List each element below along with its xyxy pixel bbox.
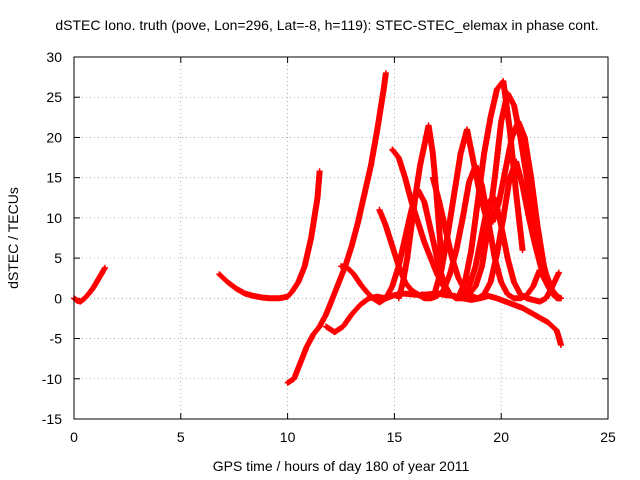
series-10	[429, 158, 564, 302]
plot-frame	[73, 56, 609, 420]
chart-title: dSTEC Iono. truth (pove, Lon=296, Lat=-8…	[55, 17, 598, 33]
x-tick-labels: 0 5 10 15 20 25	[70, 429, 616, 445]
y-tick-label: 30	[46, 49, 62, 65]
y-tick-label: 15	[46, 170, 62, 186]
x-tick-label: 0	[70, 429, 78, 445]
series-markers	[284, 70, 389, 386]
y-tick-labels: -15 -10 -5 0 5 10 15 20 25 30	[42, 49, 62, 427]
x-tick-label: 15	[387, 429, 403, 445]
y-axis-label: dSTEC / TECUs	[5, 187, 21, 289]
x-axis-label: GPS time / hours of day 180 of year 2011	[213, 458, 470, 474]
x-tick-label: 5	[177, 429, 185, 445]
series-3	[284, 70, 389, 386]
series-markers	[419, 118, 564, 302]
y-tick-label: 10	[46, 210, 62, 226]
series-markers	[455, 78, 526, 300]
y-tick-label: -10	[42, 371, 62, 387]
data-points	[71, 70, 564, 386]
series-9	[419, 118, 564, 302]
x-tick-label: 25	[600, 429, 616, 445]
series-2	[216, 168, 323, 302]
y-tick-label: -5	[50, 331, 63, 347]
x-tick-label: 20	[493, 429, 509, 445]
y-tick-label: 5	[54, 250, 62, 266]
series-11	[455, 78, 526, 300]
series-markers	[216, 168, 323, 302]
x-tick-label: 10	[280, 429, 296, 445]
y-tick-label: 20	[46, 129, 62, 145]
grid-lines	[74, 57, 608, 419]
y-tick-label: 25	[46, 89, 62, 105]
axis-ticks	[73, 56, 609, 420]
y-tick-label: -15	[42, 411, 62, 427]
series-markers	[429, 158, 564, 302]
y-tick-label: 0	[54, 290, 62, 306]
